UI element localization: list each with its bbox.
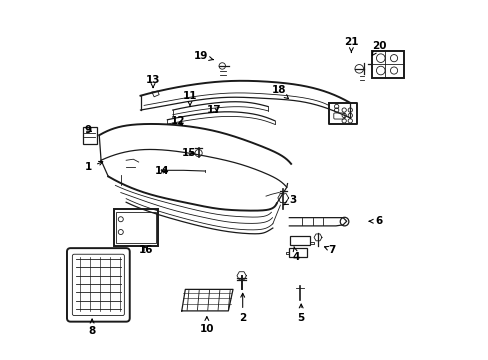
Bar [113,209,158,246]
Text: 17: 17 [206,105,221,115]
Text: 18: 18 [271,85,288,99]
Text: 4: 4 [292,247,300,262]
Text: 16: 16 [139,245,153,255]
Text: 14: 14 [154,166,169,176]
Text: 12: 12 [171,116,185,126]
Text: 1: 1 [85,161,102,172]
Text: 20: 20 [371,41,386,56]
Text: 10: 10 [199,317,214,334]
Text: 15: 15 [182,148,196,158]
Text: 11: 11 [183,91,197,106]
Text: 21: 21 [344,37,358,53]
Text: 9: 9 [85,125,92,135]
Bar [290,236,309,245]
Text: 2: 2 [239,293,246,323]
Text: 3: 3 [284,195,296,205]
Bar [371,51,403,78]
Bar [116,212,155,243]
Text: 19: 19 [193,51,213,61]
Text: 8: 8 [88,319,96,336]
Text: 13: 13 [145,75,160,88]
Text: 6: 6 [368,216,382,226]
Text: 5: 5 [297,304,304,323]
Bar [83,127,97,144]
Bar [289,248,306,257]
Text: 7: 7 [324,245,335,255]
